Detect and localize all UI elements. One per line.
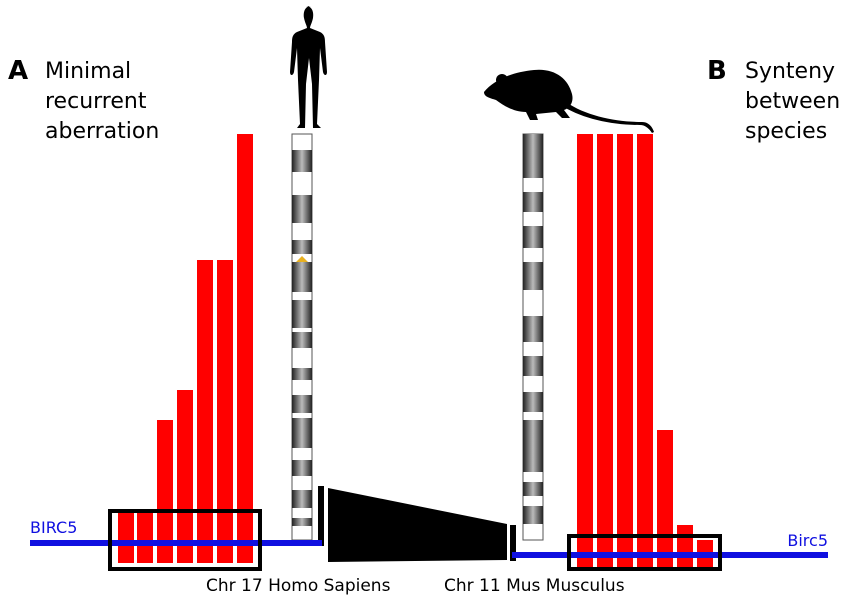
caption-line: between: [745, 89, 840, 114]
chromosome-human: [292, 134, 312, 540]
gene-line-mouse: [512, 552, 828, 558]
right-bars: [577, 134, 713, 568]
caption-line: Synteny: [745, 59, 835, 84]
chromosome-mouse: [523, 134, 543, 540]
caption-line: species: [745, 119, 827, 144]
chromosome-label: Chr 11 Mus Musculus: [444, 576, 625, 596]
chromosome-label: Chr 17 Homo Sapiens: [206, 576, 391, 596]
gene-label: Birc5: [787, 531, 828, 550]
gene-line-human: [30, 540, 322, 546]
caption-line: Minimal: [45, 59, 131, 84]
mouse-silhouette: [484, 70, 654, 133]
panel-letter: B: [707, 56, 727, 86]
caption-line: recurrent: [45, 89, 147, 114]
left-bars: [118, 134, 253, 563]
synteny-wedge: [318, 486, 516, 562]
panel-letter: A: [8, 56, 28, 86]
caption-line: aberration: [45, 119, 159, 144]
human-silhouette: [290, 6, 327, 128]
figure: A Minimal recurrent aberration B Synteny…: [0, 0, 846, 602]
gene-label: BIRC5: [30, 518, 77, 537]
